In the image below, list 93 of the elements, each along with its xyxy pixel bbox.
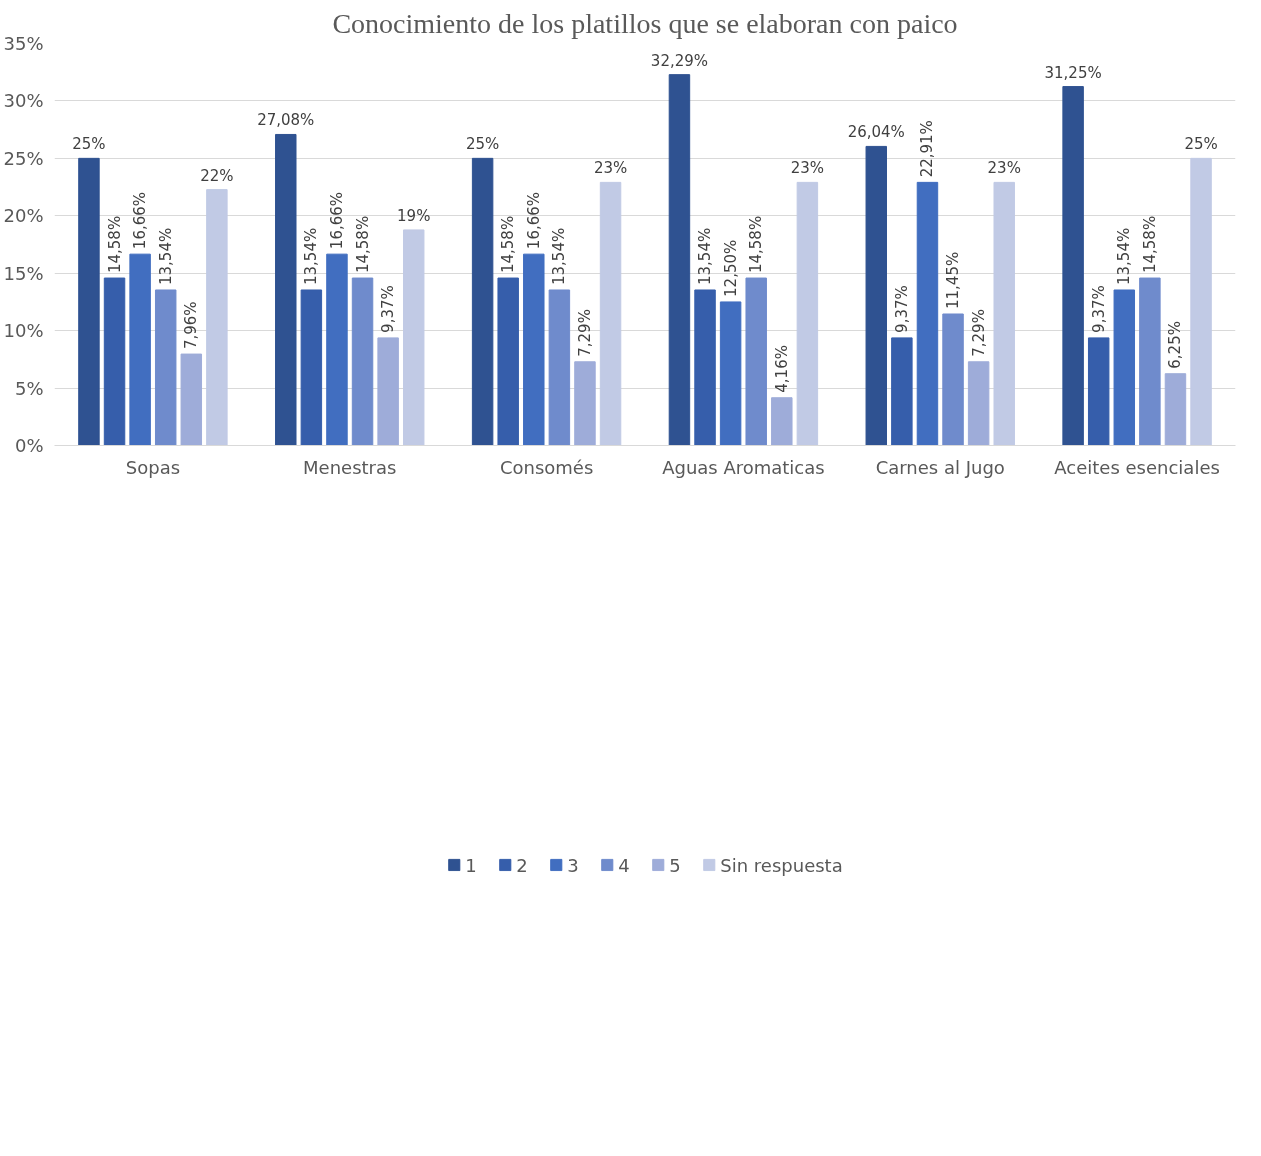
data-label: 11,45% (944, 251, 963, 309)
data-label: 19% (397, 206, 431, 225)
bar (967, 361, 990, 446)
bar (1139, 277, 1161, 446)
x-tick-label: Consomés (499, 456, 594, 478)
x-tick-label: Aceites esenciales (1054, 456, 1220, 478)
data-label: 13,54% (696, 227, 715, 285)
x-tick-label: Carnes al Jugo (875, 456, 1005, 478)
bar (694, 289, 716, 446)
legend-label: 4 (618, 854, 631, 876)
data-label: 26,04% (847, 123, 905, 142)
bar (351, 277, 374, 446)
data-label: 13,54% (156, 227, 175, 285)
data-label: 14,58% (105, 215, 124, 274)
bar (796, 181, 819, 446)
bar (916, 181, 939, 446)
bar (180, 353, 203, 446)
data-label: 22,91% (918, 120, 937, 178)
legend-label: 5 (669, 854, 682, 876)
y-tick-label: 25% (3, 147, 44, 169)
bar (599, 181, 622, 446)
y-tick-label: 5% (14, 377, 44, 399)
y-tick-label: 10% (3, 320, 44, 342)
data-label: 9,37% (892, 285, 911, 333)
bar (771, 397, 793, 446)
data-label: 13,54% (1115, 227, 1134, 285)
bar (668, 74, 691, 446)
x-tick-label: Sopas (125, 456, 181, 478)
bar (129, 253, 151, 446)
data-label: 25% (465, 135, 500, 154)
bar (154, 289, 177, 446)
data-label: 7,29% (575, 309, 594, 357)
bar (78, 157, 100, 446)
bar (942, 313, 964, 446)
bar (865, 145, 888, 446)
data-label: 14,58% (353, 215, 372, 274)
legend-label: 1 (465, 854, 478, 876)
data-label: 7,29% (969, 309, 988, 357)
y-tick-label: 0% (14, 435, 44, 456)
bar (719, 301, 742, 446)
data-label: 32,29% (650, 51, 709, 70)
data-label: 4,16% (772, 345, 791, 393)
legend-label: 2 (516, 854, 529, 876)
data-label: 23% (593, 159, 628, 178)
bar (1087, 337, 1110, 446)
bar (1164, 373, 1187, 446)
legend-label: 3 (567, 854, 580, 876)
bar (745, 277, 767, 446)
data-label: 23% (987, 159, 1021, 178)
bar (206, 189, 228, 446)
bar (1062, 86, 1084, 446)
bar (497, 277, 519, 446)
bar (103, 277, 126, 446)
bar (275, 133, 297, 446)
data-label: 14,58% (747, 215, 766, 274)
bar (300, 289, 323, 446)
data-label: 31,25% (1044, 63, 1102, 82)
x-tick-label: Menestras (303, 456, 397, 478)
data-label: 16,66% (131, 191, 150, 250)
chart-title: Conocimiento de los platillos que se elaboran con paico (332, 7, 958, 39)
bar (523, 253, 545, 446)
data-label: 9,37% (379, 285, 398, 333)
data-label: 9,37% (1089, 285, 1108, 333)
bar (1113, 289, 1136, 446)
bar (1190, 157, 1212, 446)
data-label: 23% (790, 159, 825, 178)
y-tick-label: 15% (3, 262, 44, 284)
data-label: 14,58% (499, 215, 518, 274)
data-label: 22% (200, 166, 234, 185)
data-label: 27,08% (257, 111, 315, 130)
bar (993, 181, 1015, 446)
legend-label: Sin respuesta (720, 854, 843, 876)
data-label: 13,54% (302, 227, 321, 285)
bar (326, 253, 348, 446)
data-label: 14,58% (1140, 215, 1159, 274)
bar (402, 229, 425, 446)
data-label: 13,54% (550, 227, 569, 285)
y-tick-label: 30% (3, 90, 44, 112)
x-tick-label: Aguas Aromaticas (662, 456, 825, 478)
y-tick-label: 20% (3, 205, 44, 227)
data-label: 12,50% (721, 239, 740, 297)
y-tick-label: 35% (3, 33, 44, 54)
bar (574, 361, 596, 446)
data-label: 16,66% (327, 191, 346, 250)
data-label: 25% (72, 135, 106, 154)
bar (377, 337, 399, 446)
bar (891, 337, 913, 446)
data-label: 25% (1184, 135, 1218, 154)
bar (548, 289, 571, 446)
data-label: 6,25% (1166, 321, 1185, 369)
data-label: 16,66% (524, 191, 543, 250)
data-label: 7,96% (182, 301, 201, 350)
bar (471, 157, 494, 446)
